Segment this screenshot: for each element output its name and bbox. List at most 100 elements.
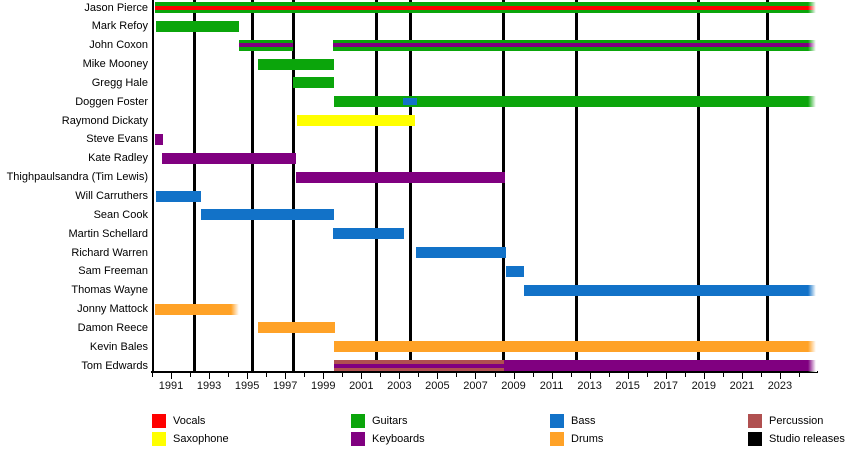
member-labels-column: Jason Pierce Mark Refoy John Coxon Mike Moo… [0, 0, 148, 372]
timeline-bar [332, 228, 405, 240]
timeline-bar [154, 1, 818, 14]
member-label: Kevin Bales [89, 340, 148, 353]
axis-tick [722, 373, 724, 377]
legend-label-bass: Bass [571, 415, 596, 427]
axis-tick-label: 2003 [387, 380, 412, 392]
axis-tick [646, 373, 648, 377]
axis-tick [152, 373, 153, 377]
axis-tick [551, 373, 553, 379]
axis-tick [684, 373, 686, 377]
member-label: Jason Pierce [84, 1, 148, 14]
axis-tick [247, 373, 249, 379]
timeline-bar [333, 95, 818, 109]
axis-tick [779, 373, 781, 379]
member-label: Steve Evans [86, 133, 148, 146]
member-label: Will Carruthers [75, 190, 148, 202]
timeline-bar-stripe [403, 98, 418, 106]
studio-release-line [409, 0, 413, 371]
studio-release-line [292, 0, 296, 371]
member-label: Richard Warren [71, 246, 148, 259]
legend-swatch-bass [550, 414, 564, 428]
axis-tick [418, 373, 420, 377]
axis-tick-label: 2021 [729, 380, 755, 392]
timeline-bar [154, 302, 240, 316]
axis-tick-label: 1993 [196, 380, 222, 392]
axis-tick-label: 2009 [501, 380, 526, 392]
axis-tick [532, 373, 534, 377]
timeline-bar [295, 171, 505, 183]
legend-swatch-saxophone [152, 431, 166, 446]
timeline-bar-stripe [333, 363, 505, 368]
member-label: Mike Mooney [82, 58, 148, 71]
studio-release-line [375, 0, 379, 371]
member-label: Sean Cook [93, 208, 148, 221]
studio-release-line [501, 0, 505, 371]
axis-tick [589, 373, 591, 379]
member-label: Raymond Dickaty [61, 114, 148, 127]
axis-tick-label: 1997 [272, 380, 298, 392]
member-label: Martin Schellard [68, 227, 148, 240]
member-label: Sam Freeman [78, 265, 148, 278]
axis-tick [209, 373, 211, 379]
timeline-bar [292, 77, 334, 89]
timeline-bar [155, 190, 202, 202]
timeline-bar-stripe [154, 5, 817, 10]
x-axis-line [151, 371, 818, 373]
axis-tick [703, 373, 705, 379]
axis-tick [304, 373, 306, 377]
studio-release-line [766, 0, 770, 371]
axis-tick [342, 373, 344, 377]
axis-tick [608, 373, 610, 377]
legend-label-saxophone: Saxophone [173, 432, 229, 445]
axis-tick-label: 2005 [425, 380, 450, 392]
axis-tick-label: 1995 [234, 380, 260, 392]
timeline-bar [416, 247, 506, 259]
member-label: Doggen Foster [75, 95, 148, 108]
axis-tick [456, 373, 458, 377]
timeline-bar [333, 360, 505, 372]
timeline-bar [524, 283, 818, 297]
legend-label-keyboards: Keyboards [372, 432, 425, 445]
member-label: Gregg Hale [91, 76, 148, 89]
legend-swatch-guitars [351, 414, 365, 428]
axis-tick-label: 1991 [158, 380, 184, 392]
timeline-bar [332, 38, 818, 52]
axis-tick [266, 373, 268, 377]
axis-tick [399, 373, 401, 379]
axis-tick [665, 373, 667, 379]
axis-tick [323, 373, 325, 379]
plot-area [151, 0, 818, 373]
timeline-bar [238, 39, 293, 51]
y-axis-line [152, 0, 154, 372]
axis-tick-label: 2007 [463, 380, 488, 392]
timeline-bar [155, 20, 239, 32]
studio-release-line [696, 0, 700, 371]
axis-tick [513, 373, 515, 379]
member-label: John Coxon [89, 39, 148, 52]
timeline-bar [161, 152, 296, 164]
axis-tick-label: 2017 [653, 380, 678, 392]
axis-tick-label: 2015 [615, 380, 640, 392]
axis-tick-label: 2013 [577, 380, 602, 392]
legend-swatch-vocals [152, 414, 166, 428]
legend-swatch-keyboards [351, 431, 365, 446]
studio-release-line [251, 0, 255, 371]
timeline-bar [201, 209, 334, 221]
member-label: Kate Radley [88, 152, 148, 165]
axis-tick-label: 2011 [539, 380, 564, 392]
axis-tick [437, 373, 439, 379]
axis-tick [228, 373, 230, 377]
legend-swatch-percussion [748, 414, 762, 428]
timeline-bar [505, 265, 524, 277]
member-label: Thighpaulsandra (Tim Lewis) [6, 171, 148, 184]
timeline-bar [296, 115, 415, 127]
legend-label-guitars: Guitars [372, 415, 408, 427]
axis-tick [494, 373, 496, 377]
legend-label-percussion: Percussion [769, 415, 824, 427]
axis-tick-label: 1999 [311, 380, 336, 392]
timeline-bar [333, 340, 818, 354]
timeline-bar [154, 133, 164, 145]
axis-tick [190, 373, 192, 377]
axis-tick-label: 2023 [767, 380, 793, 392]
